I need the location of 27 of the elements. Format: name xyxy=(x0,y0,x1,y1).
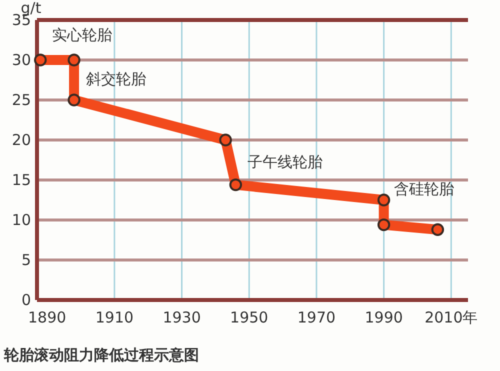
y-tick-label: 5 xyxy=(21,250,31,269)
annotation: 斜交轮胎 xyxy=(86,70,146,88)
x-tick-label: 1990 xyxy=(364,308,403,327)
x-tick-label: 1950 xyxy=(230,308,268,327)
x-tick-label: 1930 xyxy=(162,308,201,327)
y-tick-label: 30 xyxy=(12,50,31,69)
y-tick-label: 0 xyxy=(21,290,31,309)
point xyxy=(377,194,390,206)
y-tick-label: 10 xyxy=(12,210,31,229)
x-tick-label: 1910 xyxy=(95,308,134,327)
y-tick-label: 20 xyxy=(12,130,31,149)
point xyxy=(229,178,242,192)
text: 轮胎滚动阻力降低过程示意图 xyxy=(3,346,199,364)
x-tick-label: 1890 xyxy=(28,308,66,327)
x-tick-label: 2010年 xyxy=(424,308,478,327)
x-tick-label: 1970 xyxy=(297,308,336,327)
point xyxy=(219,134,232,146)
y-tick-label: 15 xyxy=(12,170,31,189)
annotation: 实心轮胎 xyxy=(52,26,112,44)
point xyxy=(34,54,47,66)
y-tick-label: 25 xyxy=(12,90,31,109)
annotation: 含硅轮胎 xyxy=(394,180,454,198)
annotation: 子午线轮胎 xyxy=(248,152,323,171)
point xyxy=(68,54,80,66)
point xyxy=(68,94,80,106)
point xyxy=(431,223,444,236)
point xyxy=(377,218,390,232)
